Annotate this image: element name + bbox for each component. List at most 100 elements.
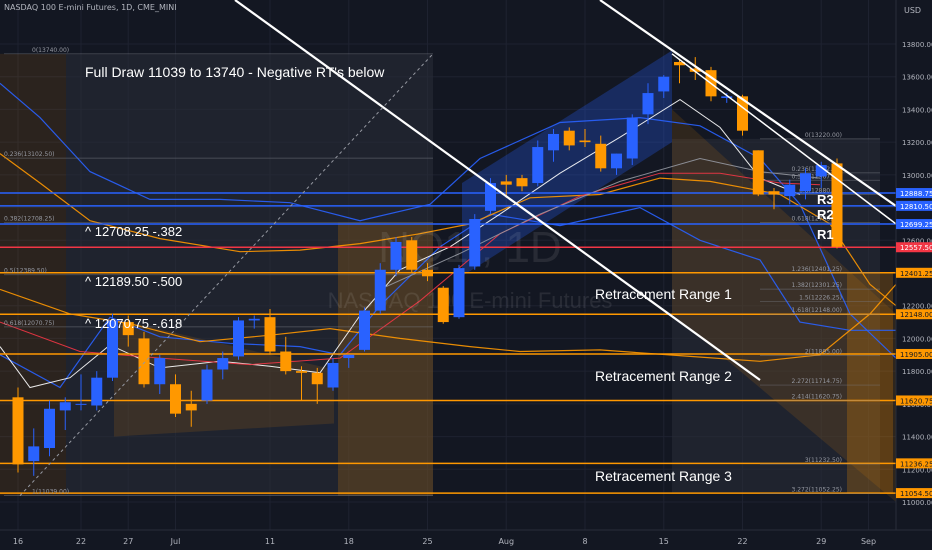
- candle[interactable]: [784, 179, 796, 205]
- fib-label-right: 0.618(12708.00): [792, 216, 843, 223]
- candle[interactable]: [437, 286, 449, 324]
- candle[interactable]: [122, 315, 134, 347]
- price-tick-label: 11800.00: [902, 368, 932, 376]
- candle[interactable]: [374, 263, 386, 314]
- fib-label-right: 0.5(12880.75): [799, 187, 842, 194]
- lower-channel-fill: [114, 318, 334, 437]
- candle[interactable]: [674, 58, 685, 84]
- candle[interactable]: [59, 397, 71, 431]
- candle[interactable]: [422, 263, 433, 282]
- candle[interactable]: [107, 313, 118, 381]
- price-tick-label: 11200.00: [902, 466, 932, 474]
- candle[interactable]: [248, 315, 260, 329]
- candle[interactable]: [485, 178, 496, 215]
- candle-body: [579, 140, 591, 143]
- candle[interactable]: [44, 400, 55, 457]
- price-tick-label: 12000.00: [902, 335, 932, 343]
- candle-body: [91, 377, 103, 406]
- candle[interactable]: [469, 214, 481, 270]
- candle[interactable]: [516, 174, 528, 192]
- candle-body: [516, 178, 528, 187]
- candle-body: [500, 181, 512, 185]
- candle-body: [233, 320, 244, 357]
- candle[interactable]: [217, 351, 229, 380]
- candle-body: [768, 191, 780, 195]
- candle-body: [737, 96, 748, 131]
- candle[interactable]: [311, 367, 323, 404]
- price-tick-label: 13400.00: [902, 106, 932, 114]
- candle[interactable]: [453, 264, 465, 319]
- candle[interactable]: [626, 114, 638, 166]
- candle[interactable]: [563, 127, 575, 151]
- r3-label: R3: [817, 192, 834, 207]
- candle[interactable]: [579, 129, 591, 148]
- candle-body: [532, 147, 544, 184]
- candle[interactable]: [689, 57, 701, 80]
- candle[interactable]: [831, 158, 843, 249]
- price-level-badge-label: 11905.00: [900, 351, 932, 359]
- candle[interactable]: [390, 237, 402, 277]
- candle[interactable]: [154, 354, 166, 395]
- candle[interactable]: [264, 308, 276, 355]
- price-level-badge: [896, 458, 932, 469]
- candle-body: [185, 403, 197, 411]
- fib-zone-right: [672, 138, 880, 494]
- trend-line-right: [599, 0, 897, 207]
- candle-body: [611, 153, 622, 169]
- candle-body: [658, 76, 670, 92]
- candle-body: [642, 93, 654, 115]
- candle[interactable]: [800, 168, 811, 200]
- candle[interactable]: [500, 174, 512, 198]
- time-tick-label: Aug: [498, 537, 514, 546]
- candle[interactable]: [296, 366, 307, 401]
- fib618-annotation: ^ 12070.75 -.618: [85, 316, 183, 331]
- candle[interactable]: [532, 140, 544, 187]
- time-axis-bg: [0, 530, 932, 550]
- candle-body: [674, 61, 685, 66]
- candle-body: [595, 143, 607, 169]
- candle[interactable]: [815, 161, 827, 188]
- price-level-badge-label: 12699.25: [900, 221, 932, 229]
- candle[interactable]: [91, 371, 103, 411]
- fib500-annotation: ^ 12189.50 -.500: [85, 274, 183, 289]
- candle[interactable]: [359, 307, 370, 352]
- price-level-badge: [896, 348, 932, 359]
- candle-body: [296, 371, 307, 373]
- candle[interactable]: [768, 187, 780, 210]
- candle[interactable]: [752, 150, 764, 197]
- candle-body: [28, 446, 40, 462]
- time-tick-label: Jul: [170, 537, 181, 546]
- candle[interactable]: [548, 129, 559, 162]
- candle[interactable]: [233, 317, 244, 360]
- candle-body: [815, 165, 827, 177]
- candle-body: [343, 354, 355, 359]
- currency-label: USD: [904, 6, 922, 15]
- candles-layer[interactable]: [12, 57, 843, 476]
- candle[interactable]: [12, 387, 24, 473]
- candle[interactable]: [75, 374, 87, 411]
- candle[interactable]: [185, 390, 197, 427]
- candle[interactable]: [595, 135, 607, 172]
- candle[interactable]: [642, 83, 654, 125]
- trend-line-upper: [234, 0, 761, 381]
- candle[interactable]: [611, 153, 622, 175]
- trend-lines: [19, 0, 897, 496]
- candle[interactable]: [170, 374, 181, 417]
- candle-body: [12, 397, 24, 465]
- candle[interactable]: [28, 428, 40, 476]
- symbol-header: NASDAQ 100 E-mini Futures, 1D, CME_MINI: [4, 3, 177, 12]
- candle[interactable]: [327, 358, 339, 391]
- price-level-badge-label: 12810.50: [900, 203, 932, 211]
- candle[interactable]: [138, 331, 150, 388]
- fib-label-left: 1(11039.00): [32, 489, 69, 496]
- candle[interactable]: [343, 354, 355, 368]
- candle[interactable]: [658, 75, 670, 98]
- upper-band: [0, 82, 897, 359]
- candle[interactable]: [737, 94, 748, 136]
- candle[interactable]: [280, 336, 292, 375]
- candle-body: [59, 402, 71, 411]
- fib-label-right: 1.5(12226.25): [799, 294, 842, 301]
- candle[interactable]: [406, 237, 418, 273]
- candle[interactable]: [201, 364, 213, 404]
